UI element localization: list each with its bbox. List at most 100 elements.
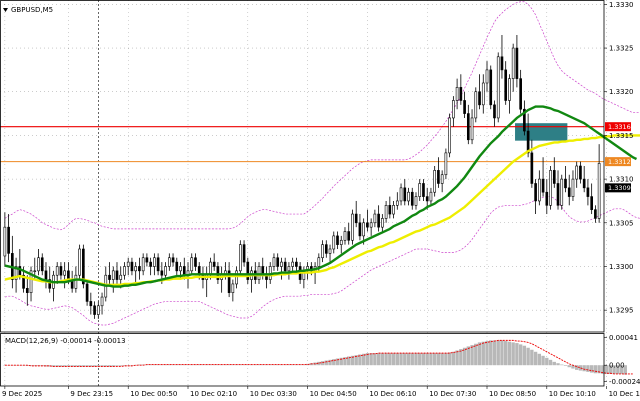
candle-body [145,257,149,263]
macd-histogram-bar [74,365,78,367]
macd-histogram-bar [563,365,568,366]
candle-body [7,226,10,254]
candle-body [317,257,321,267]
candle-body [474,91,478,119]
macd-histogram-bar [391,353,396,366]
candle-body [366,222,369,228]
time-tick-label: 10 Dec 07:30 [429,390,476,398]
candle-body [328,248,332,254]
macd-histogram-bar [324,360,328,366]
price-tick-label: 1.3330 [609,1,634,9]
candle-body [291,261,294,267]
macd-histogram-bar [459,349,463,366]
macd-histogram-bar [522,345,527,366]
candle-body [362,222,365,237]
candle-body [594,209,597,219]
candle-body [14,266,18,280]
price-badge-label: 1.3309 [608,184,631,192]
candle-body [212,261,216,267]
macd-histogram-bar [212,364,216,366]
macd-histogram-bar [257,364,261,366]
candle-body [511,47,515,79]
macd-histogram-bar [455,350,459,366]
candle-body [567,187,571,197]
candle-body [332,235,336,250]
macd-histogram-bar [182,364,186,366]
macd-histogram-bar [410,353,414,366]
macd-histogram-bar [163,364,168,366]
candle-body [78,248,81,276]
candle-body [179,266,182,272]
candle-body [392,205,395,215]
macd-histogram-bar [343,357,347,366]
macd-histogram-bar [623,365,627,375]
candle-body [485,69,489,84]
macd-histogram-bar [62,365,67,367]
macd-histogram-bar [328,359,332,366]
price-tick-label: 1.3295 [609,307,634,315]
candle-body [425,196,429,202]
macd-histogram-bar [29,365,33,366]
macd-histogram-bar [119,365,123,366]
candle-body [504,69,508,101]
macd-histogram-bar [474,343,478,366]
candle-body [470,117,474,141]
macd-histogram-bar [619,365,624,374]
candle-body [422,183,425,197]
macd-histogram-bar [89,365,93,367]
macd-histogram-bar [429,353,433,366]
macd-histogram-bar [604,365,609,374]
macd-histogram-bar [507,341,512,366]
fast-moving-average-line [4,105,638,288]
candle-body [418,183,422,197]
macd-histogram-bar [152,364,157,366]
candle-body [429,191,433,202]
macd-histogram-bar [92,365,97,367]
symbol-title: GBPUSD,M5 [11,6,53,14]
candle-body [190,257,194,272]
macd-histogram-bar [586,365,590,372]
macd-histogram-bar [451,351,456,366]
candle-body [227,270,231,293]
candle-body [324,244,328,254]
candle-body [575,165,579,180]
macd-histogram-bar [317,361,321,366]
candle-body [478,91,481,106]
price-badge-2 [605,183,631,193]
macd-histogram-bar [167,364,172,366]
macd-histogram-bar [107,365,112,367]
candle-body [167,257,171,267]
macd-histogram-bar [515,343,519,366]
candle-body [545,191,549,206]
macd-histogram-bar [148,364,153,366]
candle-body [156,257,160,272]
candle-body [381,218,384,228]
candle-body [452,100,455,119]
macd-histogram-bar [597,365,601,374]
candle-body [556,183,560,206]
candle-body [74,274,78,289]
candle-body [369,222,373,228]
macd-histogram-bar [339,357,343,366]
candle-body [493,104,496,119]
macd-histogram-bar [589,365,594,373]
bollinger-bands [4,1,640,326]
macd-histogram-bar [373,353,377,366]
candle-body [55,266,59,276]
candle-body [141,257,145,272]
candle-body [560,178,564,206]
macd-histogram-bar [350,355,355,366]
candle-body [455,87,459,101]
candle-body [343,231,347,241]
time-axis: 9 Dec 2025 9 Dec 23:15 10 Dec 00:50 10 Dec … [2,386,640,398]
macd-histogram-bar [489,340,493,366]
candle-body [437,170,440,184]
candle-body [235,270,238,285]
candle-body [287,266,291,272]
candle-body [63,270,66,276]
candle-body [134,266,138,272]
candle-body [85,283,89,302]
candle-body [508,78,511,101]
macd-histogram-bar [612,365,616,374]
